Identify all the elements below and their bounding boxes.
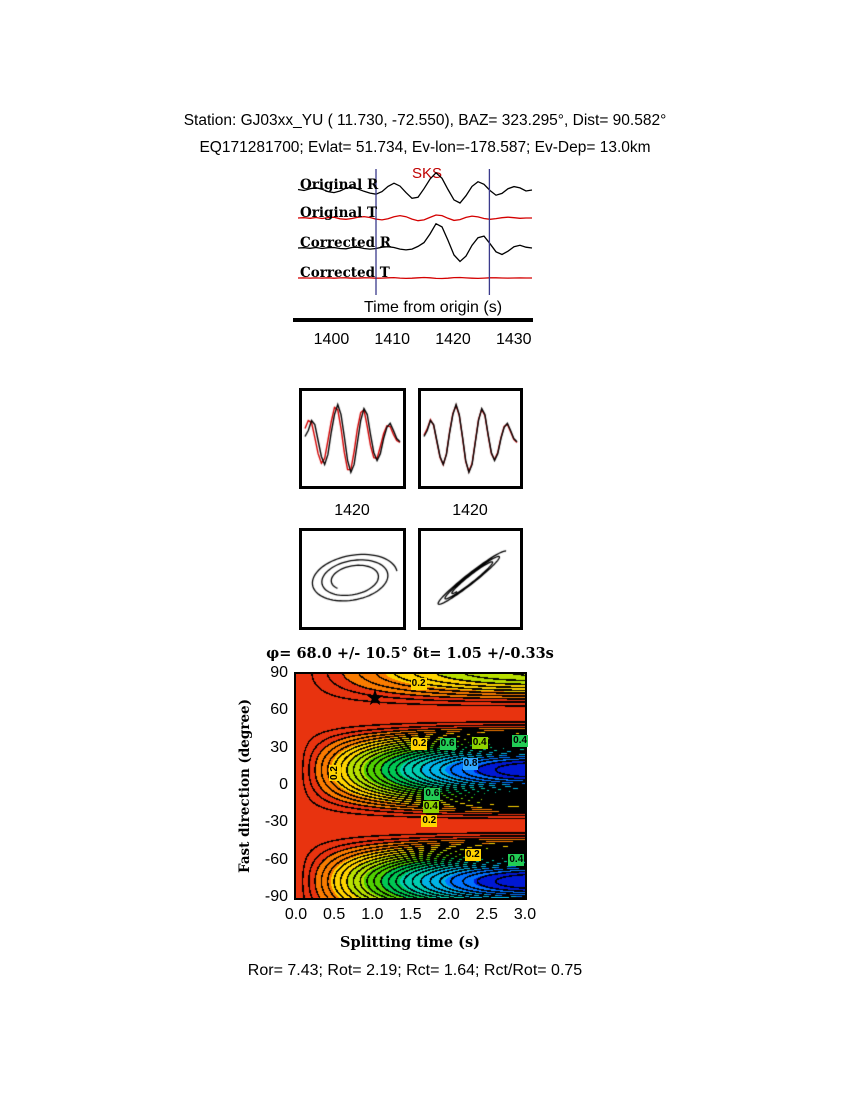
particle-motion-panel-right: [418, 528, 523, 630]
contour-x-tick-label: 0.0: [284, 906, 308, 923]
time-tick-label: 1420: [435, 331, 471, 348]
contour-x-tick-label: 0.5: [323, 906, 346, 923]
waveform-overlay-canvas-right: [421, 391, 520, 486]
time-tick-label: 1430: [495, 331, 532, 348]
contour-level-label: 0.8: [462, 757, 479, 770]
time-tick-label: 1400: [313, 331, 350, 348]
contour-y-tick-label: -60: [264, 850, 288, 868]
contour-x-tick-label: 1.5: [399, 906, 422, 923]
event-header-line2: EQ171281700; Evlat= 51.734, Ev-lon=-178.…: [199, 139, 651, 156]
footer-stats: Ror= 7.43; Rot= 2.19; Rct= 1.64; Rct/Rot…: [247, 962, 583, 979]
panel-time-label-right: 1420: [452, 502, 488, 519]
contour-level-label: 0.4: [512, 735, 529, 748]
waveform-overlay-canvas-left: [302, 391, 403, 486]
waveform-trace-plot: [297, 169, 533, 295]
contour-y-tick-label: 0: [279, 776, 288, 793]
best-solution-star: ★: [365, 685, 385, 711]
trace-line-1: [297, 214, 532, 222]
contour-level-label: 0.2: [410, 678, 427, 691]
contour-y-tick-label: 30: [270, 738, 288, 756]
contour-x-tick-label: 3.0: [513, 906, 537, 923]
contour-y-tick-label: 90: [270, 664, 288, 681]
particle-motion-canvas-right: [421, 531, 520, 627]
phase-label-sks: SKS: [412, 165, 443, 182]
contour-x-tick-label: 2.5: [475, 906, 498, 923]
contour-y-tick-label: -30: [264, 813, 288, 831]
contour-y-tick-label: 60: [270, 701, 288, 719]
contour-level-label: 0.2: [421, 815, 438, 828]
contour-level-label: 0.6: [439, 737, 456, 750]
contour-x-axis-label: Splitting time (s): [340, 934, 480, 951]
trace-label-corrected-r: Corrected R: [300, 235, 391, 251]
time-tick-label: 1410: [374, 331, 411, 348]
trace-label-corrected-t: Corrected T: [300, 265, 390, 281]
contour-x-tick-label: 1.0: [361, 906, 384, 923]
contour-level-label: 0.6: [424, 787, 441, 800]
trace-label-original-r: Original R: [300, 177, 379, 193]
contour-level-label: 0.4: [422, 801, 439, 814]
contour-level-label: 0.2: [411, 737, 428, 750]
panel-time-label-left: 1420: [334, 502, 370, 519]
contour-title: φ= 68.0 +/- 10.5° δt= 1.05 +/-0.33s: [266, 645, 554, 662]
contour-plot-canvas: [296, 674, 525, 898]
contour-x-tick-label: 2.0: [437, 906, 460, 923]
contour-level-label: 0.4: [471, 736, 488, 749]
particle-motion-canvas-left: [302, 531, 403, 627]
particle-motion-panel-left: [299, 528, 406, 630]
contour-level-label: 0.4: [508, 853, 525, 866]
trace-label-original-t: Original T: [300, 205, 378, 221]
trace-line-2: [297, 222, 533, 263]
time-axis-title: Time from origin (s): [363, 299, 503, 316]
contour-level-label: 0.2: [328, 764, 341, 781]
contour-y-tick-label: -90: [264, 888, 288, 905]
waveform-overlay-panel-right: [418, 388, 523, 489]
contour-level-label: 0.2: [464, 848, 481, 861]
station-header-line1: Station: GJ03xx_YU ( 11.730, -72.550), B…: [183, 112, 667, 129]
time-axis-tick-labels: 1400 1410 1420 1430: [0, 331, 850, 355]
contour-plot: ★ 0.2 0.2 0.2 0.6 0.4 0.8 0.4 0.6 0.4 0.2 0.2 0.4: [294, 672, 529, 900]
waveform-overlay-panel-left: [299, 388, 406, 489]
trace-line-0: [297, 171, 533, 204]
trace-line-3: [297, 276, 532, 280]
time-axis-bar: [293, 318, 533, 322]
